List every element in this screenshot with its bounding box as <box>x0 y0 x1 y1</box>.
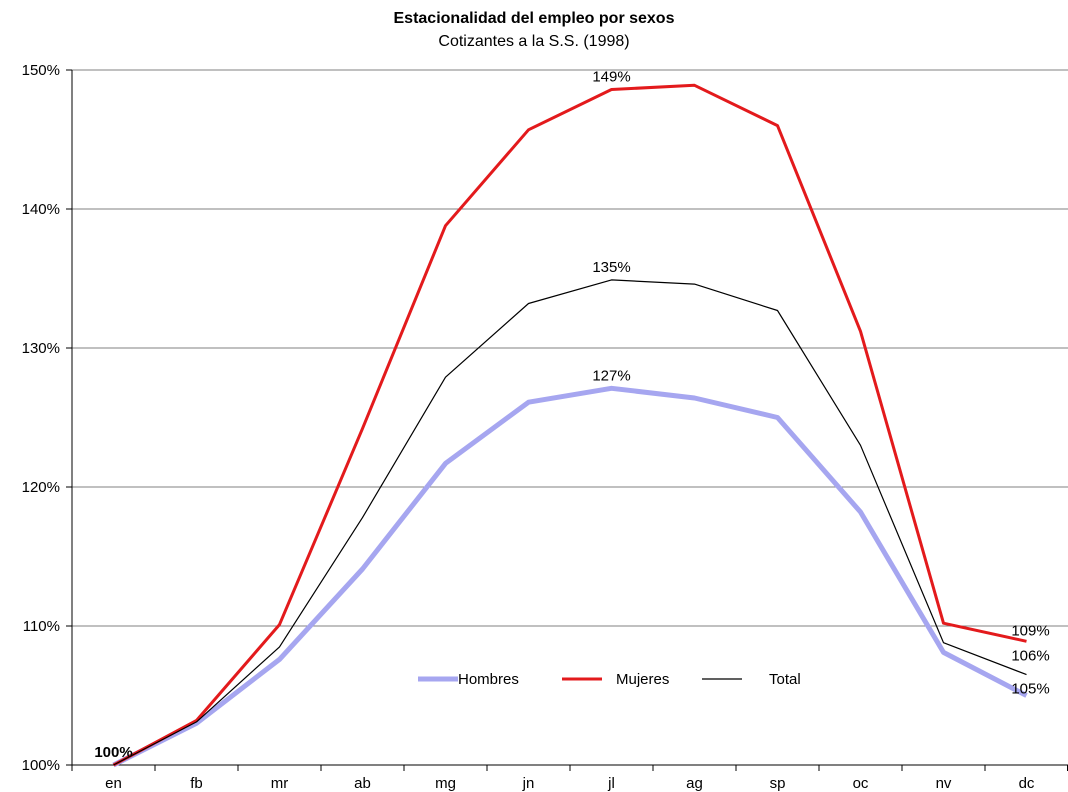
x-tick-label: jn <box>522 775 535 792</box>
y-tick-label: 130% <box>22 340 60 357</box>
x-tick-label: fb <box>190 775 203 792</box>
data-label: 109% <box>1011 622 1049 639</box>
data-label: 127% <box>592 367 630 384</box>
x-tick-label: ab <box>354 775 371 792</box>
x-tick-label: mg <box>435 775 456 792</box>
x-tick-label: en <box>105 775 122 792</box>
x-tick-label: jl <box>607 775 615 792</box>
data-label: 100% <box>94 744 132 761</box>
data-label: 149% <box>592 68 630 85</box>
chart-subtitle: Cotizantes a la S.S. (1998) <box>438 33 630 50</box>
legend-label-total: Total <box>769 671 801 688</box>
data-label: 105% <box>1011 681 1049 698</box>
series-line-mujeres <box>112 83 1027 767</box>
series-line-hombres <box>112 385 1028 768</box>
x-tick-label: oc <box>853 775 869 792</box>
x-tick-label: mr <box>271 775 289 792</box>
legend-label-mujeres: Mujeres <box>616 671 669 688</box>
legend-label-hombres: Hombres <box>458 671 519 688</box>
series-line-total <box>113 279 1027 766</box>
y-tick-label: 120% <box>22 479 60 496</box>
chart-title: Estacionalidad del empleo por sexos <box>393 10 675 27</box>
x-tick-label: dc <box>1019 775 1035 792</box>
y-tick-label: 100% <box>22 757 60 774</box>
data-label: 135% <box>592 259 630 276</box>
y-tick-label: 150% <box>22 62 60 79</box>
x-tick-label: ag <box>686 775 703 792</box>
y-tick-label: 140% <box>22 201 60 218</box>
data-label: 106% <box>1011 648 1049 665</box>
x-tick-label: nv <box>936 775 952 792</box>
x-tick-label: sp <box>770 775 786 792</box>
y-tick-label: 110% <box>23 618 60 635</box>
